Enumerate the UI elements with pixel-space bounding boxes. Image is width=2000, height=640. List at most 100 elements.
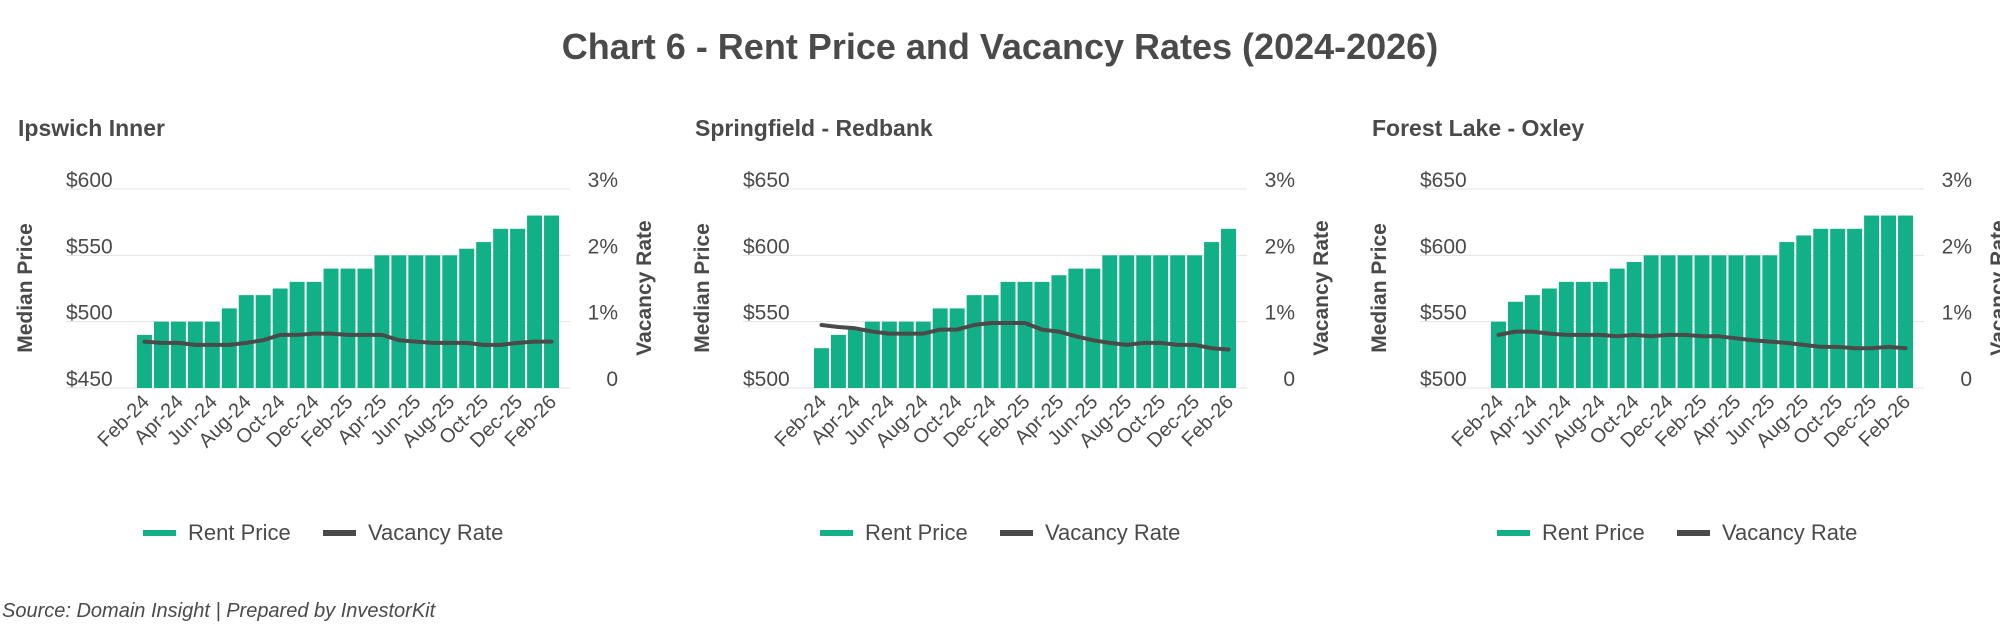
rent-price-bar xyxy=(323,268,339,388)
legend-swatch-rent xyxy=(143,530,176,536)
y2-axis-label: Vacancy Rate xyxy=(1310,220,1333,355)
rent-price-bar xyxy=(1000,281,1016,388)
rent-price-bar xyxy=(1153,255,1169,388)
rent-price-bar xyxy=(1017,281,1033,388)
rent-price-bar xyxy=(966,295,982,388)
rent-price-bar xyxy=(830,334,846,388)
rent-price-bar xyxy=(898,321,914,388)
rent-price-bar xyxy=(864,321,880,388)
panel-title: Forest Lake - Oxley xyxy=(1372,115,1585,141)
chart-panel-2: Springfield - Redbank $500 $550 $600 $650 0 1… xyxy=(691,105,1335,575)
y2-tick-label: 2% xyxy=(1265,235,1295,258)
rent-price-bar xyxy=(374,255,390,388)
rent-price-bar xyxy=(425,255,441,388)
rent-price-bar xyxy=(1507,301,1523,388)
rent-price-bar xyxy=(510,228,526,388)
y-tick-label: $500 xyxy=(1420,368,1467,391)
rent-price-bar xyxy=(1813,228,1829,388)
rent-price-bar xyxy=(1779,242,1795,388)
y-axis-label: Median Price xyxy=(691,223,714,353)
y-axis-label: Median Price xyxy=(14,223,37,353)
y2-tick-label: 0 xyxy=(1283,368,1295,391)
rent-price-bar xyxy=(1643,255,1659,388)
rent-price-bar xyxy=(221,308,237,388)
rent-price-bar xyxy=(187,321,203,388)
rent-price-bar xyxy=(1491,321,1506,388)
rent-price-bar xyxy=(272,288,288,388)
rent-price-bar xyxy=(1085,268,1101,388)
rent-price-bar xyxy=(932,308,948,388)
y2-tick-label: 3% xyxy=(1942,169,1972,192)
y-tick-label: $600 xyxy=(66,169,113,192)
y-tick-label: $650 xyxy=(743,169,790,192)
rent-price-bar xyxy=(204,321,220,388)
rent-price-bar xyxy=(170,321,186,388)
rent-price-bar xyxy=(153,321,169,388)
rent-price-bar xyxy=(1677,255,1693,388)
rent-price-bar xyxy=(544,215,559,388)
y2-tick-label: 2% xyxy=(1942,235,1972,258)
rent-price-bar xyxy=(1728,255,1744,388)
legend-swatch-vacancy xyxy=(323,530,356,536)
panel-title: Springfield - Redbank xyxy=(695,115,933,141)
y2-tick-label: 3% xyxy=(588,169,618,192)
rent-price-bar xyxy=(476,242,492,388)
y-tick-label: $550 xyxy=(1420,302,1467,325)
vacancy-rate-line xyxy=(819,321,1231,352)
rent-price-bar xyxy=(1881,215,1897,388)
legend-swatch-rent xyxy=(1497,530,1530,536)
rent-price-bar xyxy=(1660,255,1676,388)
rent-price-bar xyxy=(408,255,424,388)
rent-price-bar xyxy=(1102,255,1118,388)
rent-price-bar xyxy=(1204,242,1220,388)
y2-tick-label: 2% xyxy=(588,235,618,258)
rent-price-bar xyxy=(391,255,407,388)
rent-price-bar xyxy=(949,308,965,388)
y-tick-label: $500 xyxy=(743,368,790,391)
chart-panel-1: Ipswich Inner $450 $500 $550 $600 0 1% 2% 3% Feb… xyxy=(14,105,658,575)
rent-price-bar xyxy=(1119,255,1135,388)
rent-price-bar xyxy=(1068,268,1084,388)
rent-price-bar xyxy=(1221,228,1236,388)
rent-price-bar xyxy=(1830,228,1846,388)
rent-price-bar xyxy=(915,321,931,388)
legend-label-rent: Rent Price xyxy=(1542,520,1645,545)
rent-price-bar xyxy=(493,228,509,388)
source-note: Source: Domain Insight | Prepared by Inv… xyxy=(2,600,436,622)
rent-price-bar xyxy=(1187,255,1203,388)
rent-price-bar xyxy=(1609,268,1625,388)
legend-swatch-vacancy xyxy=(1677,530,1710,536)
rent-price-bar xyxy=(459,248,475,388)
rent-price-bar xyxy=(983,295,999,388)
rent-price-bar xyxy=(137,334,152,388)
y2-tick-label: 0 xyxy=(1960,368,1972,391)
panel-title: Ipswich Inner xyxy=(18,115,165,141)
chart-panel-3: Forest Lake - Oxley $500 $550 $600 $650 0 1% 2… xyxy=(1368,105,2000,575)
chart-svg: $500$550$600$65001%2%3%Feb-24Apr-24Jun-2… xyxy=(1368,169,2000,545)
chart-svg: $450$500$550$60001%2%3%Feb-24Apr-24Jun-2… xyxy=(14,169,656,545)
rent-price-bar xyxy=(1762,255,1778,388)
y2-tick-label: 3% xyxy=(1265,169,1295,192)
y2-tick-label: 1% xyxy=(1265,302,1295,325)
rent-price-bar xyxy=(1541,288,1557,388)
rent-price-bar xyxy=(1864,215,1880,388)
rent-price-bar xyxy=(1524,295,1540,388)
y2-axis-label: Vacancy Rate xyxy=(1987,220,2000,355)
legend-label-vacancy: Vacancy Rate xyxy=(1722,520,1857,545)
rent-price-bar xyxy=(1711,255,1727,388)
legend-label-vacancy: Vacancy Rate xyxy=(1045,520,1180,545)
y2-axis-label: Vacancy Rate xyxy=(633,220,656,355)
rent-price-bar xyxy=(881,321,897,388)
chart-title: Chart 6 - Rent Price and Vacancy Rates (… xyxy=(561,26,1439,67)
rent-price-bar xyxy=(357,268,373,388)
rent-price-bar xyxy=(1694,255,1710,388)
y-tick-label: $650 xyxy=(1420,169,1467,192)
rent-price-bar xyxy=(1745,255,1761,388)
rent-price-bar xyxy=(1170,255,1186,388)
rent-price-bar xyxy=(847,328,863,388)
y-axis-label: Median Price xyxy=(1368,223,1391,353)
y-tick-label: $600 xyxy=(1420,235,1467,258)
rent-price-bar xyxy=(814,348,829,388)
rent-price-bar xyxy=(1136,255,1152,388)
y2-tick-label: 1% xyxy=(1942,302,1972,325)
